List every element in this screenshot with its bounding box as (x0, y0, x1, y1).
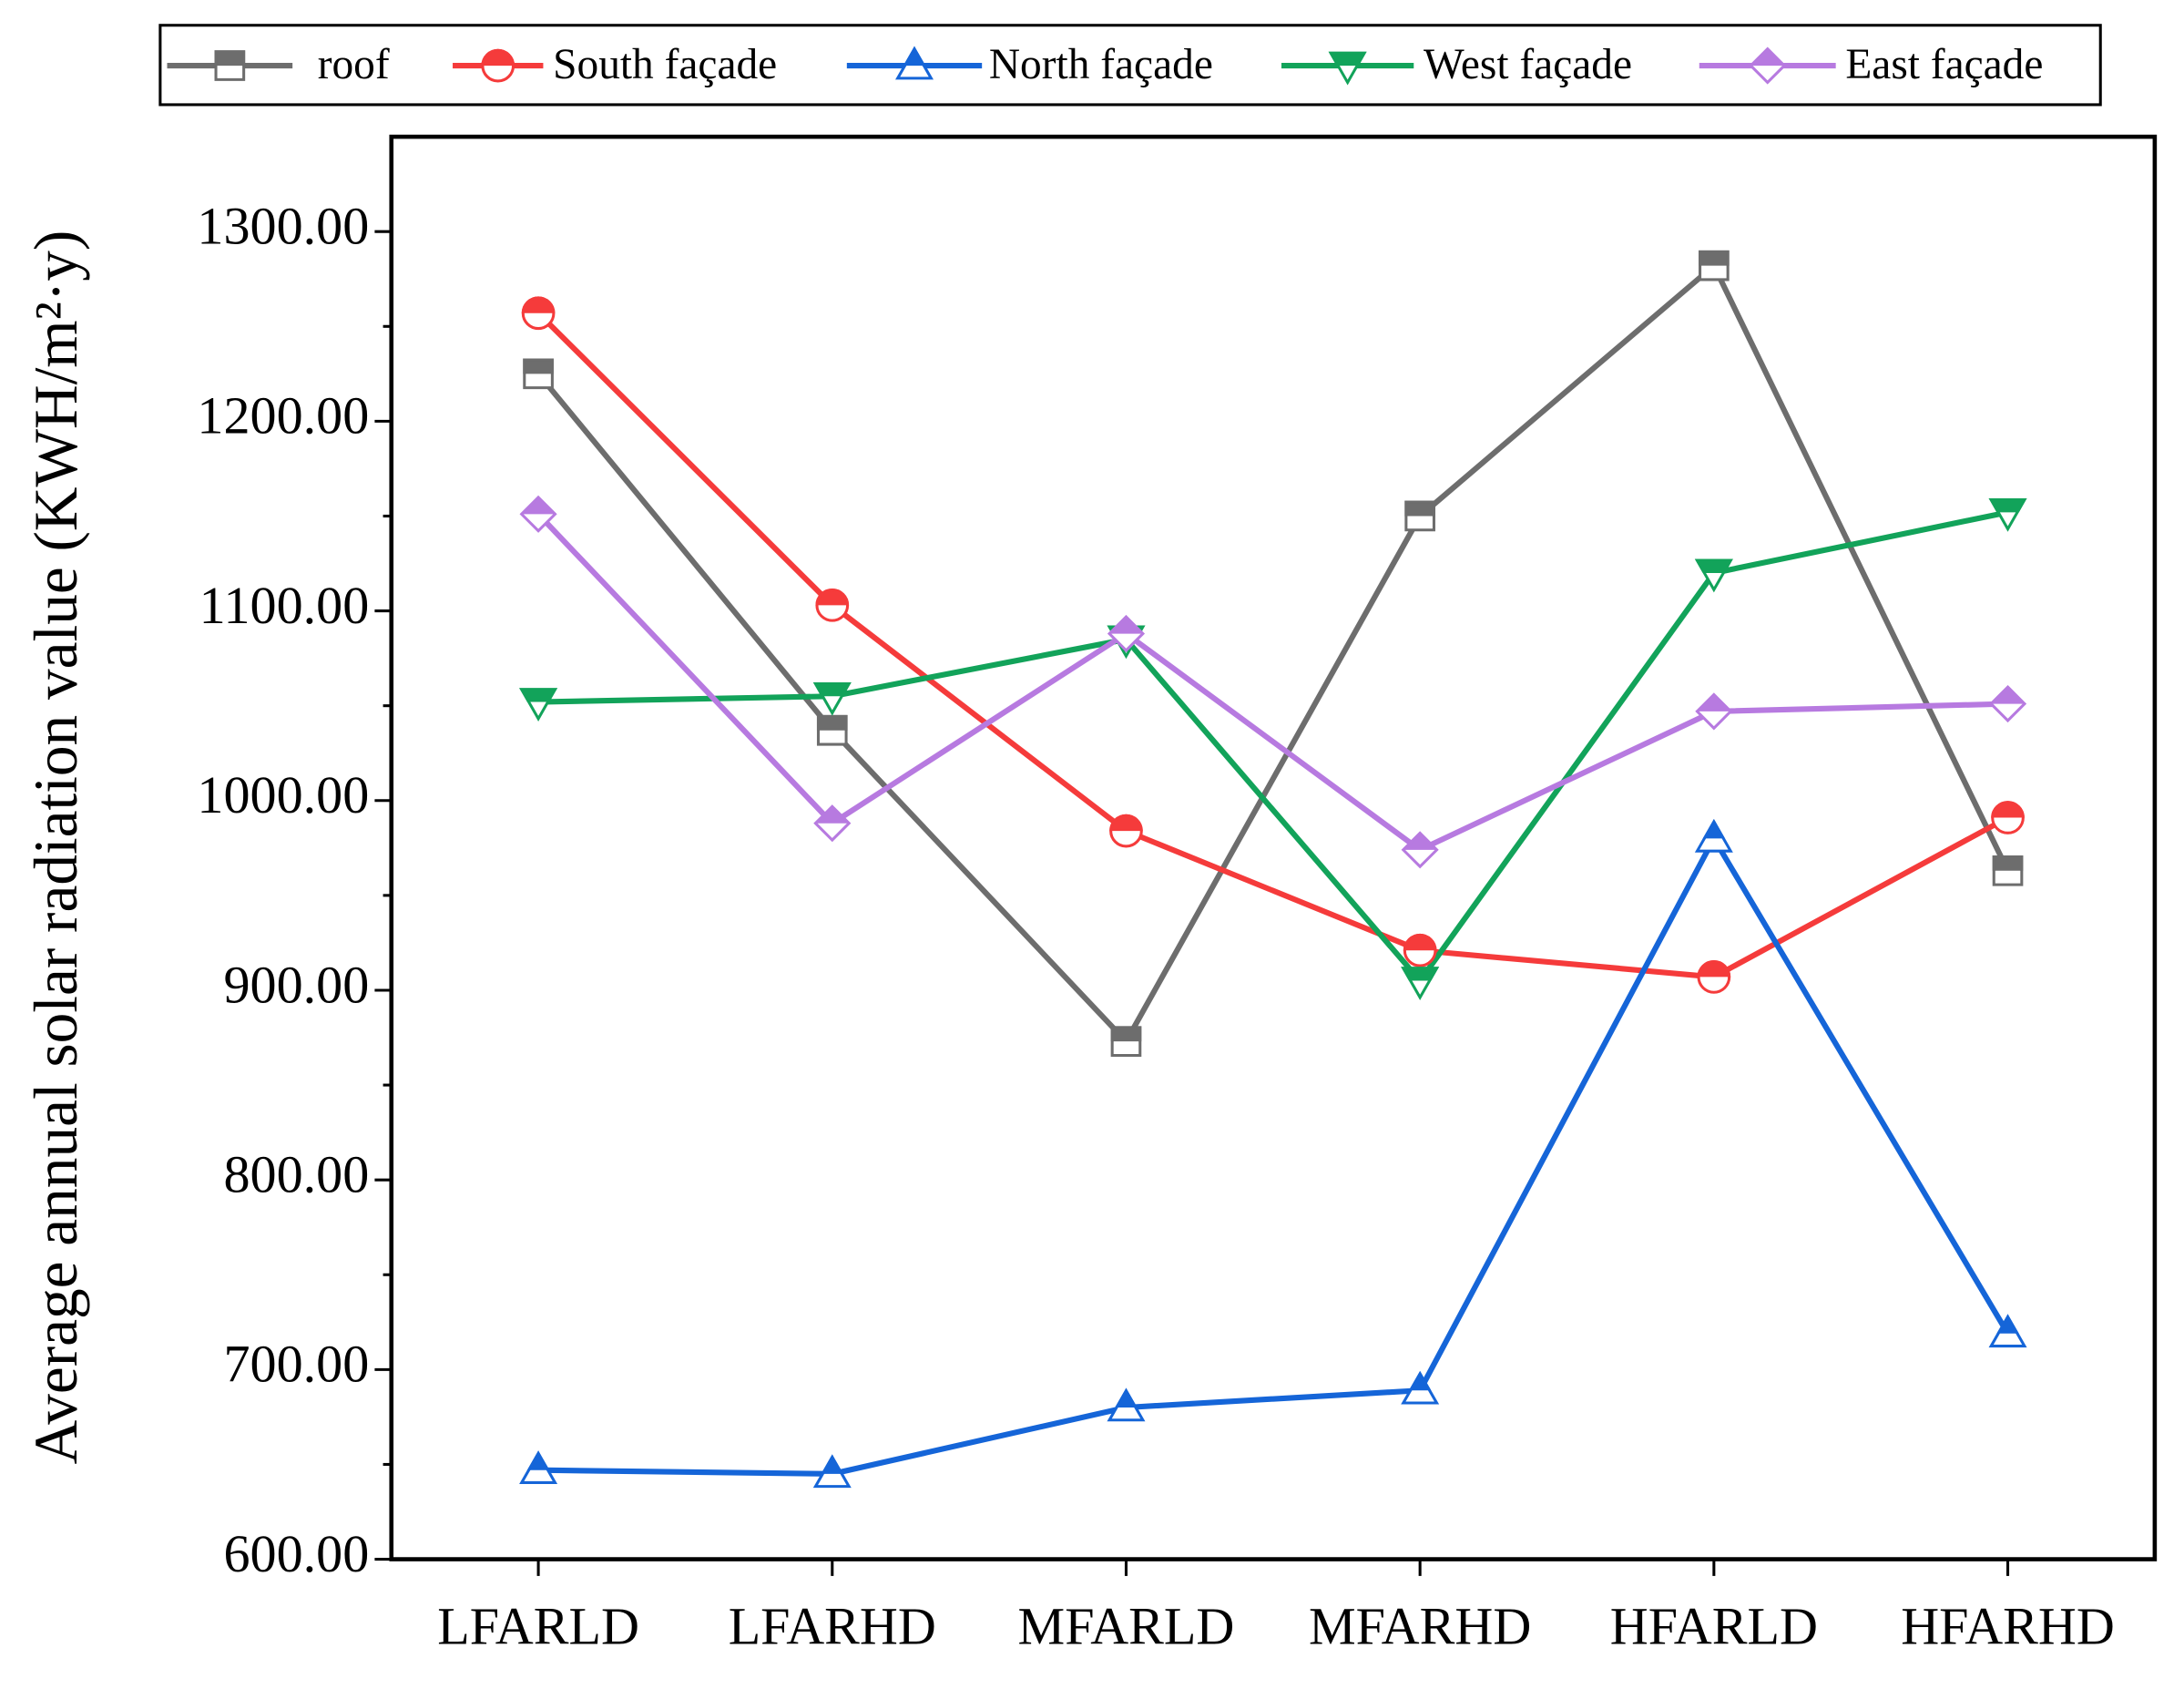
marker-fill (1115, 1387, 1138, 1408)
marker (1989, 685, 2027, 723)
marker-fill (816, 714, 848, 731)
marker-fill (1401, 831, 1439, 850)
marker-fill (526, 1450, 550, 1470)
marker (1694, 558, 1733, 593)
legend-label: North façade (989, 41, 1213, 88)
marker (812, 1454, 852, 1489)
marker-fill (1694, 558, 1733, 573)
marker (1694, 818, 1733, 853)
marker (1699, 250, 1730, 282)
marker (1109, 814, 1143, 848)
marker (1695, 692, 1733, 731)
marker (1403, 933, 1437, 967)
marker-fill (214, 50, 246, 67)
marker (519, 1450, 558, 1484)
marker-fill (903, 46, 926, 67)
marker (1992, 855, 2024, 886)
series-line (536, 311, 2009, 980)
marker-fill (1996, 1314, 2019, 1334)
y-tick-label: 600.00 (223, 1524, 369, 1583)
marker (519, 495, 557, 533)
marker-fill (1695, 692, 1733, 711)
marker (895, 46, 934, 80)
marker (519, 688, 558, 722)
marker (1988, 1314, 2027, 1348)
series-line (536, 512, 2008, 853)
x-tick-label: MFARLD (1018, 1596, 1235, 1655)
marker-fill (1107, 615, 1145, 634)
marker-fill (1109, 814, 1143, 832)
marker (1988, 498, 2027, 532)
legend-label: East façade (1845, 41, 2043, 88)
marker-fill (1401, 967, 1440, 981)
y-tick-label: 1000.00 (197, 765, 369, 824)
marker-fill (821, 1454, 844, 1474)
marker (1110, 1026, 1142, 1058)
legend-label: West façade (1424, 41, 1632, 88)
marker (816, 714, 848, 746)
marker-fill (521, 296, 556, 313)
marker (1401, 967, 1440, 1000)
marker-fill (1697, 960, 1731, 978)
marker-fill (1110, 1026, 1142, 1042)
marker-fill (1699, 250, 1730, 266)
marker-fill (1328, 51, 1367, 67)
marker-fill (1991, 801, 2025, 818)
y-tick-label: 800.00 (223, 1144, 369, 1203)
marker (1107, 615, 1145, 653)
y-axis-label: Average annual solar radiation value (KW… (22, 230, 90, 1465)
legend-box (158, 24, 2102, 107)
marker-fill (813, 804, 852, 824)
legend-label: South façade (553, 41, 777, 88)
marker-fill (1988, 498, 2027, 513)
x-tick-label: MFARHD (1309, 1596, 1531, 1655)
marker-fill (481, 48, 515, 67)
marker-fill (1992, 855, 2024, 871)
marker (523, 358, 554, 390)
marker-fill (1702, 818, 1726, 839)
marker (1697, 960, 1731, 994)
y-tick-label: 700.00 (223, 1335, 369, 1394)
x-tick-label: HFARHD (1901, 1596, 2115, 1655)
x-tick-label: LFARLD (437, 1596, 639, 1655)
marker (1991, 801, 2025, 834)
marker-fill (1403, 933, 1437, 951)
series-line (538, 835, 2011, 1477)
y-tick-label: 900.00 (223, 955, 369, 1014)
marker-fill (812, 681, 852, 697)
marker-fill (1408, 1370, 1432, 1391)
marker-fill (519, 495, 557, 515)
marker (214, 50, 246, 81)
marker (1107, 1387, 1146, 1422)
marker-fill (815, 588, 850, 606)
marker (1404, 500, 1435, 532)
y-tick-label: 1300.00 (197, 197, 369, 256)
series-line (536, 262, 2011, 1045)
legend-label: roof (318, 41, 390, 88)
marker (1401, 831, 1439, 869)
marker-fill (519, 688, 558, 702)
series-line (538, 509, 2009, 984)
marker-fill (1749, 46, 1787, 67)
marker-fill (523, 358, 554, 374)
marker (1749, 46, 1787, 85)
marker-fill (1404, 500, 1435, 517)
marker (1328, 51, 1367, 86)
marker (481, 48, 515, 83)
y-tick-label: 1200.00 (197, 386, 369, 445)
marker (521, 296, 556, 331)
marker-fill (1989, 685, 2027, 704)
marker (812, 681, 852, 716)
marker (813, 804, 852, 843)
plot-frame (389, 134, 2158, 1561)
y-tick-label: 1100.00 (199, 576, 370, 635)
marker (815, 588, 850, 622)
x-tick-label: LFARHD (729, 1596, 936, 1655)
marker (1401, 1370, 1440, 1405)
x-tick-label: HFARLD (1610, 1596, 1818, 1655)
